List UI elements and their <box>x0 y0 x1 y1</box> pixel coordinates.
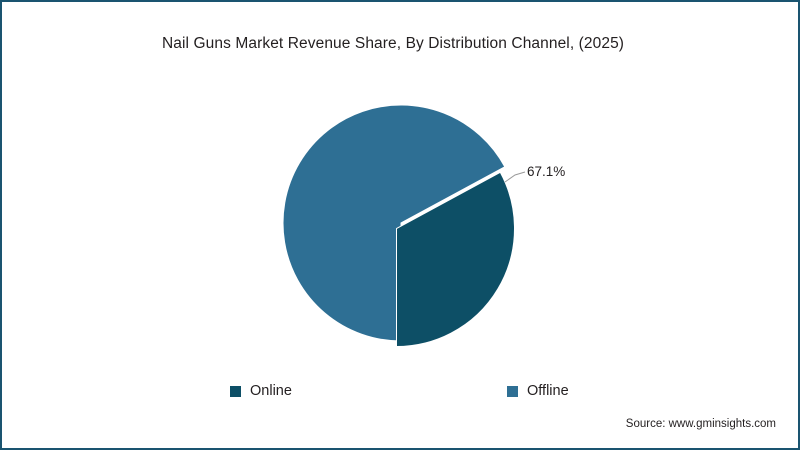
chart-title: Nail Guns Market Revenue Share, By Distr… <box>162 35 625 52</box>
pie-slice-online[interactable] <box>396 171 515 348</box>
legend-label-online: Online <box>250 383 292 399</box>
legend-swatch-offline-icon <box>507 385 518 397</box>
data-label-leader-line <box>504 171 526 183</box>
source-attribution: Source: www.gminsights.com <box>625 418 776 430</box>
legend-label-offline: Offline <box>527 383 569 399</box>
legend-item-online[interactable]: Online <box>230 380 292 402</box>
data-label-offline: 67.1% <box>527 164 566 179</box>
chart-legend: Online Offline <box>230 380 582 402</box>
legend-swatch-online-icon <box>230 385 241 397</box>
pie-slice-offline[interactable] <box>282 104 506 342</box>
legend-item-offline[interactable]: Offline <box>507 380 569 402</box>
